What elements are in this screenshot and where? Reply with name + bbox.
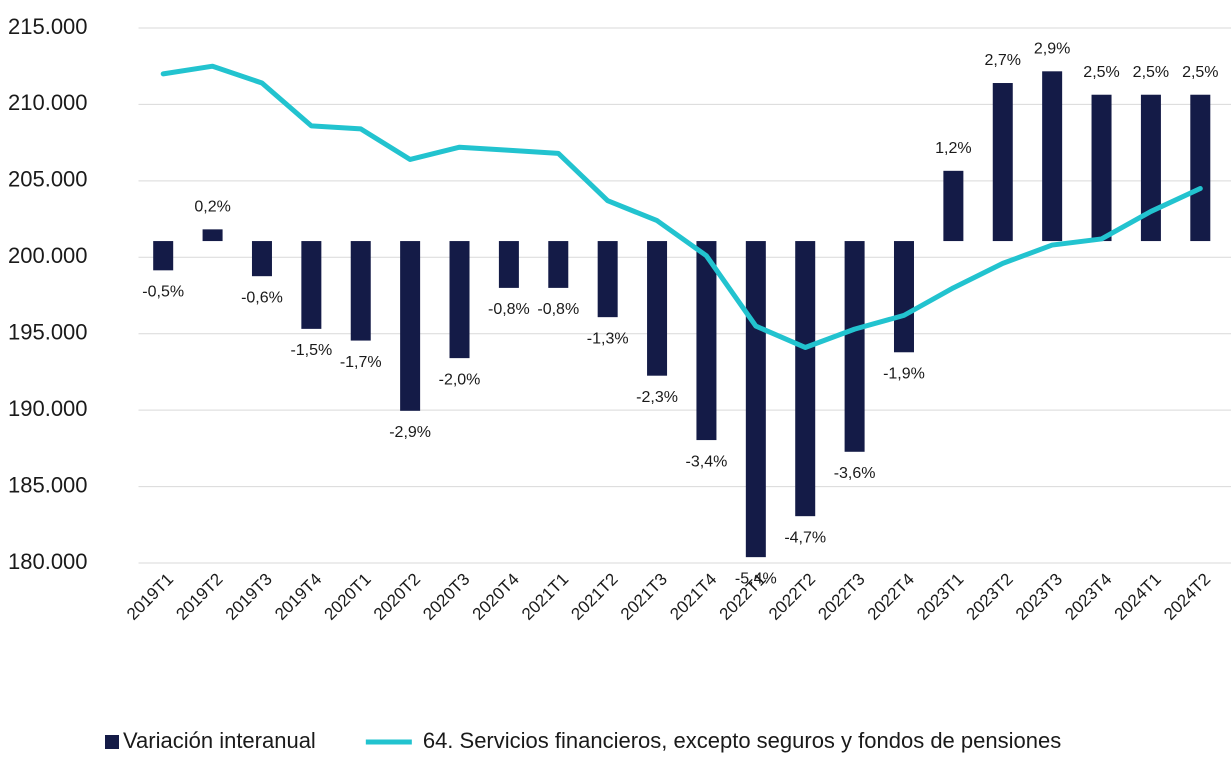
bar [400, 241, 421, 411]
legend-label: Variación interanual [123, 728, 316, 753]
x-tick-label: 2022T3 [814, 570, 868, 624]
y-tick-label: 190.000 [8, 396, 88, 421]
data-label: -4,7% [784, 529, 826, 546]
x-tick-label: 2021T2 [567, 570, 621, 624]
data-label: 1,2% [935, 140, 971, 157]
x-tick-label: 2020T2 [370, 570, 424, 624]
data-label: 2,5% [1083, 64, 1119, 81]
x-tick-label: 2021T1 [518, 570, 572, 624]
x-tick-label: 2019T1 [123, 570, 177, 624]
bar [893, 241, 914, 353]
line [160, 63, 1203, 350]
x-tick-label: 2019T4 [271, 570, 325, 624]
data-label: -2,3% [636, 389, 678, 406]
data-label: -1,9% [883, 365, 925, 382]
data-label: -3,4% [686, 453, 728, 470]
x-tick-label: 2023T4 [1061, 570, 1115, 624]
bar [548, 241, 569, 288]
data-label: -0,8% [488, 301, 530, 318]
bar [597, 241, 618, 318]
data-label: -0,8% [537, 301, 579, 318]
bar [449, 241, 470, 359]
bar [647, 241, 668, 376]
y-tick-label: 205.000 [8, 167, 88, 192]
bar [1190, 94, 1211, 242]
x-tick-label: 2021T3 [617, 570, 671, 624]
bar [745, 241, 766, 558]
x-tick-label: 2023T3 [1012, 570, 1066, 624]
x-tick-label: 2022T4 [864, 570, 918, 624]
y-tick-label: 210.000 [8, 90, 88, 115]
legend-swatch [105, 735, 119, 749]
legend-label: 64. Servicios financieros, excepto segur… [423, 728, 1061, 753]
bar [1140, 94, 1161, 242]
y-tick-label: 195.000 [8, 320, 88, 345]
data-label: -2,9% [389, 424, 431, 441]
x-tick-label: 2020T3 [419, 570, 473, 624]
x-tick-label: 2023T1 [913, 570, 967, 624]
bar [498, 241, 519, 288]
bar [1091, 94, 1112, 242]
y-tick-label: 185.000 [8, 472, 88, 497]
x-tick-label: 2019T3 [222, 570, 276, 624]
data-label: -0,6% [241, 289, 283, 306]
data-label: -2,0% [439, 371, 481, 388]
bar [696, 241, 717, 441]
bar [350, 241, 371, 341]
x-tick-label: 2020T1 [321, 570, 375, 624]
x-tick-label: 2024T2 [1160, 570, 1214, 624]
data-label: -1,3% [587, 330, 629, 347]
x-tick-label: 2019T2 [172, 570, 226, 624]
data-label: 2,5% [1182, 64, 1218, 81]
data-label: 2,9% [1034, 41, 1070, 58]
data-label: 2,7% [985, 52, 1021, 69]
bar [943, 170, 964, 242]
x-tick-label: 2023T2 [963, 570, 1017, 624]
x-tick-label: 2021T4 [666, 570, 720, 624]
y-tick-label: 200.000 [8, 243, 88, 268]
bar [992, 83, 1013, 242]
bar [251, 241, 272, 277]
bar [202, 229, 223, 242]
bar [844, 241, 865, 452]
bar [153, 241, 174, 271]
y-tick-label: 180.000 [8, 549, 88, 574]
x-tick-label: 2020T4 [469, 570, 523, 624]
data-label: -5,4% [735, 570, 777, 587]
data-label: -3,6% [834, 465, 876, 482]
x-tick-label: 2024T1 [1111, 570, 1165, 624]
bar [795, 241, 816, 517]
data-label: 2,5% [1133, 64, 1169, 81]
bar [301, 241, 322, 329]
data-label: -0,5% [142, 284, 184, 301]
y-tick-label: 215.000 [8, 14, 88, 39]
data-label: -1,7% [340, 354, 382, 371]
data-label: 0,2% [194, 199, 230, 216]
bar [1042, 71, 1063, 242]
data-label: -1,5% [290, 342, 332, 359]
